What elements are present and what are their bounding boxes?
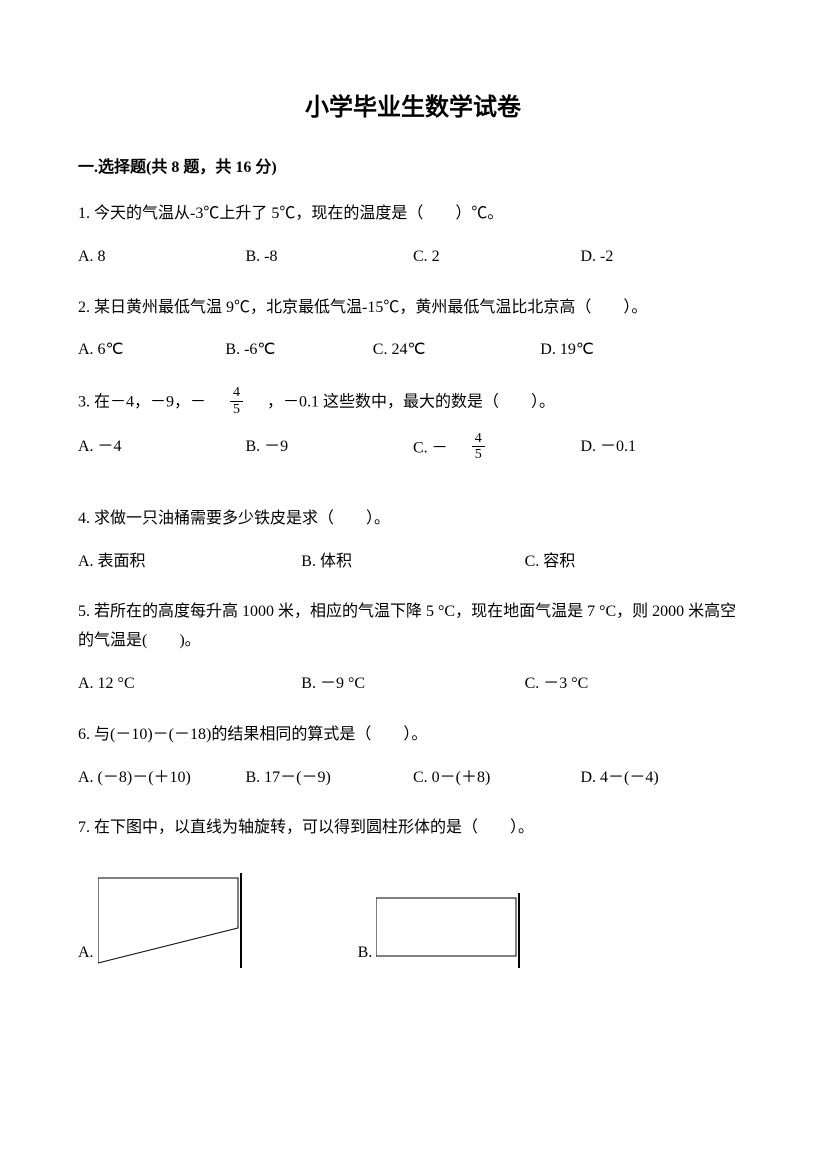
q3-opt-b: B. －9 xyxy=(246,433,414,465)
q2-text: 2. 某日黄州最低气温 9℃，北京最低气温-15℃，黄州最低气温比北京高（ ）。 xyxy=(78,294,748,323)
q5-opt-c: C. －3 °C xyxy=(525,670,748,699)
q3-opt-c-num: 4 xyxy=(472,431,485,447)
question-1: 1. 今天的气温从-3℃上升了 5℃，现在的温度是（ ）℃。 A. 8 B. -… xyxy=(78,200,748,272)
q1-options: A. 8 B. -8 C. 2 D. -2 xyxy=(78,243,748,272)
q7-text: 7. 在下图中，以直线为轴旋转，可以得到圆柱形体的是（ ）。 xyxy=(78,814,748,843)
q2-opt-b: B. -6℃ xyxy=(225,336,372,365)
q3-opt-c-den: 5 xyxy=(472,447,485,462)
section-header: 一.选择题(共 8 题，共 16 分) xyxy=(78,156,748,180)
q2-opt-a: A. 6℃ xyxy=(78,336,225,365)
q3-frac-den: 5 xyxy=(230,402,243,417)
question-7: 7. 在下图中，以直线为轴旋转，可以得到圆柱形体的是（ ）。 A. B. xyxy=(78,814,748,968)
q5-options: A. 12 °C B. －9 °C C. －3 °C xyxy=(78,670,748,699)
q1-opt-d: D. -2 xyxy=(581,243,749,272)
question-5: 5. 若所在的高度每升高 1000 米，相应的气温下降 5 °C，现在地面气温是… xyxy=(78,598,748,698)
q6-opt-c: C. 0－(＋8) xyxy=(413,764,581,793)
q7-opt-b-label: B. xyxy=(358,939,373,968)
q6-options: A. (－8)－(＋10) B. 17－(－9) C. 0－(＋8) D. 4－… xyxy=(78,764,748,793)
q1-opt-a: A. 8 xyxy=(78,243,246,272)
q2-opt-c: C. 24℃ xyxy=(373,336,541,365)
q7-shapes: A. B. xyxy=(78,873,748,968)
q3-opt-d: D. －0.1 xyxy=(581,433,749,465)
q6-text: 6. 与(－10)－(－18)的结果相同的算式是（ ）。 xyxy=(78,721,748,750)
q3-opt-c-fraction: 4 5 xyxy=(472,431,485,463)
q3-opt-c: C. － 4 5 xyxy=(413,433,581,465)
question-3: 3. 在－4，－9，－ 4 5 ，－0.1 这些数中，最大的数是（ ）。 A. … xyxy=(78,387,748,465)
question-2: 2. 某日黄州最低气温 9℃，北京最低气温-15℃，黄州最低气温比北京高（ ）。… xyxy=(78,294,748,366)
q7-shape-a-icon xyxy=(98,873,248,968)
q1-text: 1. 今天的气温从-3℃上升了 5℃，现在的温度是（ ）℃。 xyxy=(78,200,748,229)
question-4: 4. 求做一只油桶需要多少铁皮是求（ ）。 A. 表面积 B. 体积 C. 容积 xyxy=(78,505,748,577)
q5-text: 5. 若所在的高度每升高 1000 米，相应的气温下降 5 °C，现在地面气温是… xyxy=(78,598,748,656)
q7-shape-b-icon xyxy=(376,893,526,968)
q3-opt-c-prefix: C. － xyxy=(413,440,464,457)
q6-opt-b: B. 17－(－9) xyxy=(246,764,414,793)
q4-text: 4. 求做一只油桶需要多少铁皮是求（ ）。 xyxy=(78,505,748,534)
q3-fraction: 4 5 xyxy=(230,385,243,417)
q3-opt-a: A. －4 xyxy=(78,433,246,465)
q1-opt-c: C. 2 xyxy=(413,243,581,272)
q5-opt-b: B. －9 °C xyxy=(301,670,524,699)
q6-opt-d: D. 4－(－4) xyxy=(581,764,749,793)
q4-opt-c: C. 容积 xyxy=(525,548,748,577)
q5-opt-a: A. 12 °C xyxy=(78,670,301,699)
q7-shape-a-wrap: A. xyxy=(78,873,248,968)
q7-shape-b-wrap: B. xyxy=(358,893,527,968)
q3-options: A. －4 B. －9 C. － 4 5 D. －0.1 xyxy=(78,433,748,465)
q3-suffix: ，－0.1 这些数中，最大的数是（ ）。 xyxy=(251,394,555,411)
q4-opt-b: B. 体积 xyxy=(301,548,524,577)
q3-text: 3. 在－4，－9，－ 4 5 ，－0.1 这些数中，最大的数是（ ）。 xyxy=(78,387,748,419)
q3-frac-num: 4 xyxy=(230,385,243,401)
q2-opt-d: D. 19℃ xyxy=(540,336,708,365)
q4-opt-a: A. 表面积 xyxy=(78,548,301,577)
q3-prefix: 3. 在－4，－9，－ xyxy=(78,394,222,411)
question-6: 6. 与(－10)－(－18)的结果相同的算式是（ ）。 A. (－8)－(＋1… xyxy=(78,721,748,793)
q6-opt-a: A. (－8)－(＋10) xyxy=(78,764,246,793)
q2-options: A. 6℃ B. -6℃ C. 24℃ D. 19℃ xyxy=(78,336,748,365)
q4-options: A. 表面积 B. 体积 C. 容积 xyxy=(78,548,748,577)
page-title: 小学毕业生数学试卷 xyxy=(78,90,748,126)
q1-opt-b: B. -8 xyxy=(246,243,414,272)
q7-opt-a-label: A. xyxy=(78,939,94,968)
